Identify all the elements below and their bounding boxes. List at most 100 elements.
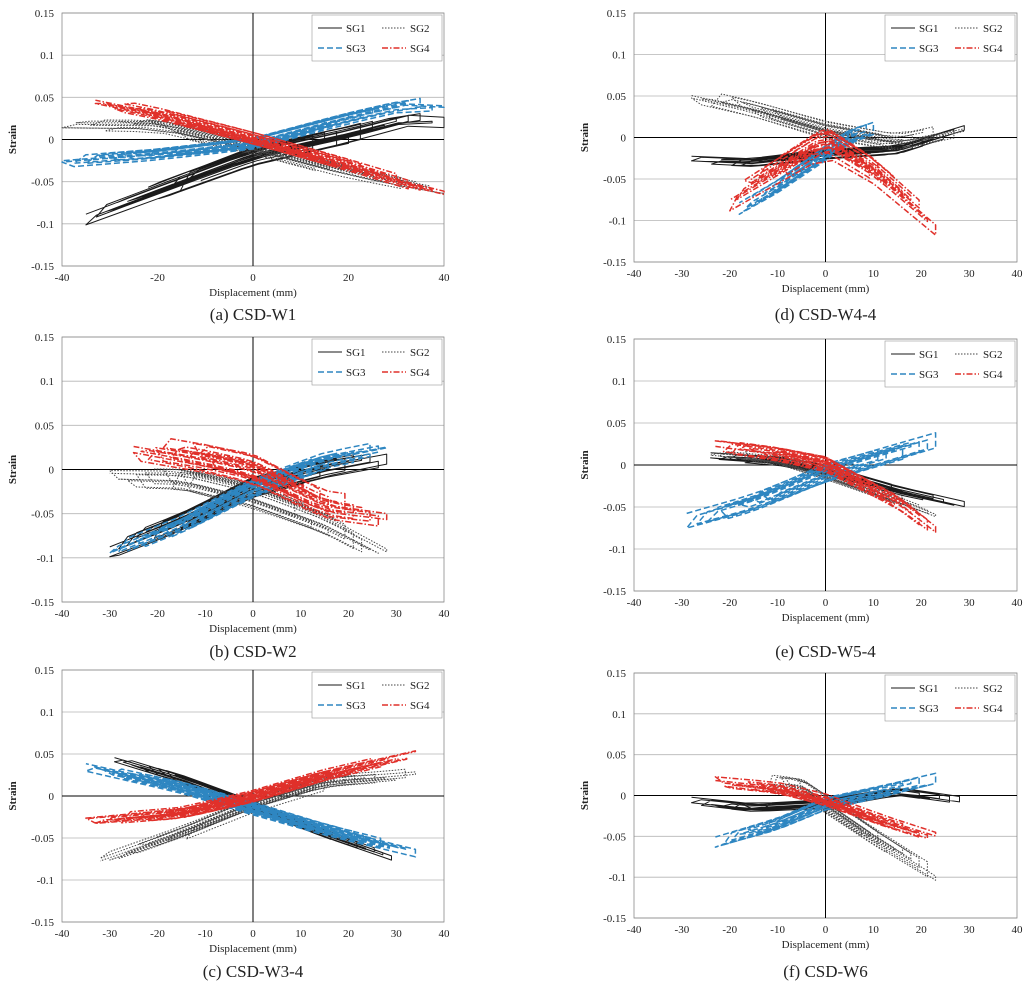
- legend-label-sg2: SG2: [410, 347, 430, 359]
- panel-caption: (e) CSD-W5-4: [775, 642, 876, 661]
- x-tick-label: 0: [823, 924, 829, 936]
- x-tick-label: -40: [627, 268, 642, 280]
- y-tick-label: 0: [49, 465, 55, 477]
- x-tick-label: -40: [55, 928, 70, 940]
- x-tick-label: -10: [198, 608, 213, 620]
- x-tick-label: 40: [439, 272, 451, 284]
- x-tick-label: 40: [1012, 924, 1024, 936]
- series-sg4-line: [714, 776, 937, 840]
- series-group: [109, 438, 388, 558]
- x-tick-label: -10: [198, 928, 213, 940]
- panel-b: -0.15 -0.1 -0.05 0 0.05 0.1 0.15 -40 -30 -20 -10 0 1…: [7, 332, 450, 661]
- legend-label-sg1: SG1: [919, 683, 939, 695]
- legend: SG1 SG2 SG3 SG4: [311, 338, 443, 386]
- legend: SG1 SG2 SG3 SG4: [311, 671, 443, 719]
- x-tick-label: 10: [868, 924, 880, 936]
- y-axis-label: Strain: [7, 781, 19, 810]
- panel-caption: (a) CSD-W1: [210, 305, 296, 324]
- legend-box: [884, 340, 1016, 388]
- panel-caption: (f) CSD-W6: [783, 962, 868, 981]
- legend-label-sg4: SG4: [983, 703, 1003, 715]
- x-tick-label: -40: [55, 272, 70, 284]
- y-axis-label: Strain: [7, 125, 19, 154]
- legend-label-sg4: SG4: [983, 369, 1003, 381]
- y-tick-label: 0.1: [612, 376, 626, 388]
- x-tick-label: 20: [343, 272, 355, 284]
- x-tick-label: -20: [722, 268, 737, 280]
- y-tick-label: 0.15: [607, 668, 627, 680]
- y-tick-label: -0.15: [603, 586, 626, 598]
- x-tick-label: -30: [675, 268, 690, 280]
- series-sg4-line: [714, 440, 937, 533]
- y-tick-label: -0.05: [603, 831, 626, 843]
- panel-f: -0.15 -0.1 -0.05 0 0.05 0.1 0.15 -40 -30 -20 -10 0 1…: [579, 668, 1023, 981]
- x-tick-label: 10: [868, 268, 880, 280]
- y-axis-label: Strain: [579, 123, 591, 152]
- legend-label-sg2: SG2: [410, 680, 430, 692]
- legend-box: [311, 338, 443, 386]
- series-group: [691, 93, 965, 236]
- y-tick-label: 0.1: [40, 376, 54, 388]
- x-tick-label: 20: [343, 608, 355, 620]
- series-sg2-line: [767, 774, 937, 881]
- panel-caption: (b) CSD-W2: [209, 642, 296, 661]
- y-tick-label: 0.1: [40, 707, 54, 719]
- y-tick-label: -0.05: [603, 174, 626, 186]
- legend-label-sg4: SG4: [983, 43, 1003, 55]
- y-tick-label: 0.15: [607, 8, 627, 20]
- x-axis-label: Displacement (mm): [209, 943, 297, 955]
- x-axis-label: Displacement (mm): [782, 283, 870, 295]
- legend-label-sg2: SG2: [983, 23, 1003, 35]
- legend-label-sg2: SG2: [983, 683, 1003, 695]
- panel-caption: (d) CSD-W4-4: [775, 305, 877, 324]
- x-tick-label: -20: [722, 597, 737, 609]
- y-tick-label: 0.15: [607, 334, 627, 346]
- series-group: [685, 432, 965, 533]
- series-sg3-line: [61, 97, 445, 168]
- x-tick-label: 40: [439, 928, 451, 940]
- y-tick-label: 0.05: [607, 418, 627, 430]
- y-tick-label: -0.05: [31, 509, 54, 521]
- y-tick-label: 0.05: [35, 92, 55, 104]
- panel-c: -0.15 -0.1 -0.05 0 0.05 0.1 0.15 -40 -30 -20 -10 0 1…: [7, 665, 450, 981]
- series-sg4-line: [132, 438, 388, 527]
- series-sg4-line: [729, 128, 937, 236]
- series-sg2-line: [99, 768, 416, 862]
- legend: SG1 SG2 SG3 SG4: [311, 14, 443, 62]
- legend-label-sg3: SG3: [346, 700, 366, 712]
- x-tick-label: 0: [250, 608, 256, 620]
- y-tick-label: 0: [621, 133, 627, 145]
- x-tick-label: 30: [964, 597, 976, 609]
- legend-label-sg4: SG4: [410, 43, 430, 55]
- y-tick-label: -0.05: [31, 833, 54, 845]
- legend-label-sg1: SG1: [919, 23, 939, 35]
- legend-label-sg4: SG4: [410, 700, 430, 712]
- panel-d: -0.15 -0.1 -0.05 0 0.05 0.1 0.15 -40 -30 -20 -10 0 1…: [579, 8, 1023, 324]
- y-axis-label: Strain: [579, 781, 591, 810]
- x-tick-label: -40: [55, 608, 70, 620]
- series-sg1-line: [85, 113, 445, 226]
- series-sg3-line: [685, 432, 937, 529]
- x-tick-label: -20: [150, 608, 165, 620]
- y-tick-label: 0.05: [35, 749, 55, 761]
- x-tick-label: -10: [770, 268, 785, 280]
- x-tick-label: 40: [439, 608, 451, 620]
- x-axis-label: Displacement (mm): [782, 939, 870, 951]
- series-sg3-line: [714, 772, 937, 848]
- x-tick-label: 20: [916, 924, 928, 936]
- y-tick-label: 0.15: [35, 8, 55, 20]
- y-tick-label: -0.15: [31, 261, 54, 273]
- x-tick-label: -20: [722, 924, 737, 936]
- series-group: [61, 97, 445, 226]
- panel-e: -0.15 -0.1 -0.05 0 0.05 0.1 0.15 -40 -30 -20 -10 0 1…: [579, 334, 1023, 661]
- x-tick-label: 10: [868, 597, 880, 609]
- x-tick-label: -40: [627, 597, 642, 609]
- x-axis-label: Displacement (mm): [782, 612, 870, 624]
- y-tick-label: -0.05: [31, 177, 54, 189]
- legend: SG1 SG2 SG3 SG4: [884, 674, 1016, 722]
- legend-label-sg3: SG3: [346, 43, 366, 55]
- x-tick-label: 10: [295, 608, 307, 620]
- series-sg3-line: [109, 442, 388, 554]
- y-tick-label: -0.1: [609, 544, 626, 556]
